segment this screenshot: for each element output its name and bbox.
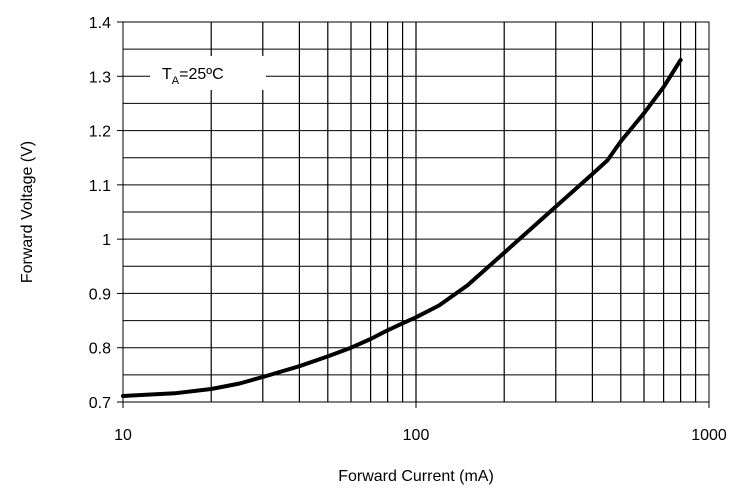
x-tick-label: 100	[403, 427, 430, 444]
forward-voltage-curve	[121, 58, 683, 398]
y-axis-label: Forward Voltage (V)	[19, 141, 36, 283]
y-tick-label: 1.2	[89, 124, 111, 141]
y-tick-label: 1	[102, 232, 111, 249]
y-tick-label: 1.4	[89, 15, 111, 32]
series-layer	[121, 58, 683, 398]
x-tick-label: 10	[114, 427, 132, 444]
annotation-text: TA=25ºC	[162, 66, 224, 87]
temperature-annotation: TA=25ºC	[150, 56, 266, 90]
x-axis-label: Forward Current (mA)	[338, 468, 494, 485]
y-tick-label: 0.8	[89, 341, 111, 358]
axis-ticks: 0.7 0.8 0.9 1 1.1 1.2 1.3 1.4 10 100 1000	[89, 15, 727, 444]
y-tick-label: 0.9	[89, 286, 111, 303]
grid	[123, 21, 709, 403]
y-tick-label: 0.7	[89, 395, 111, 412]
x-tick-label: 1000	[691, 427, 727, 444]
annotation-background	[150, 56, 266, 90]
y-tick-label: 1.1	[89, 178, 111, 195]
y-tick-label: 1.3	[89, 69, 111, 86]
